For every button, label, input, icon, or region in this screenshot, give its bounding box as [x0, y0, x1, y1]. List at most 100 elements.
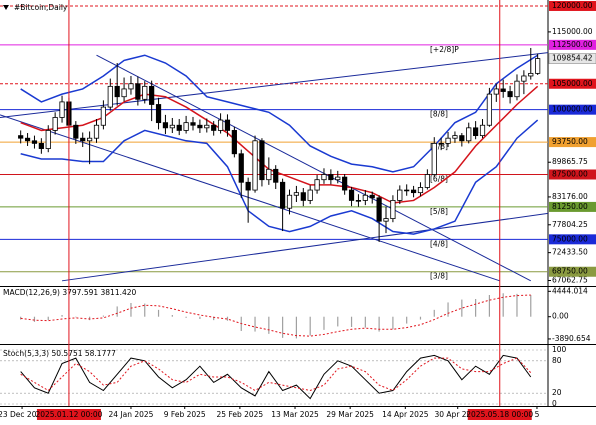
candle-body	[45, 130, 51, 149]
candle-body	[300, 192, 306, 201]
level-label: 87500.00	[552, 170, 588, 179]
candle-body	[107, 85, 113, 108]
x-tick-label: 5	[535, 410, 540, 419]
candle-body	[321, 174, 327, 181]
candle-body	[466, 127, 472, 142]
candle-body	[259, 140, 265, 181]
y-tick-label: -3890.654	[552, 334, 591, 343]
candle-body	[93, 124, 100, 139]
murray-label: [8/8]	[430, 110, 448, 119]
candle-body	[328, 174, 334, 181]
candle-body	[169, 124, 175, 129]
candle-body	[528, 72, 534, 77]
murray-label: [+2/8]P	[430, 45, 459, 54]
y-tick-label: 67062.75	[552, 275, 588, 284]
candle-body	[376, 197, 382, 222]
candle-body	[342, 176, 348, 191]
murray-label: [4/8]	[430, 239, 448, 248]
candle-body	[493, 88, 499, 95]
candle-body	[452, 135, 458, 139]
candle-body	[355, 200, 362, 202]
candle-body	[438, 142, 444, 145]
candle-body	[135, 83, 141, 100]
main-pane: [+2/8]P [8/8] [7/8] [6/8] [5/8] [4/8] [3/8]	[0, 5, 548, 282]
x-tick-label: 25 Feb 2025	[217, 410, 264, 419]
level-label: 93750.00	[552, 137, 588, 146]
overlay-line	[20, 119, 539, 235]
candle-body	[252, 140, 258, 191]
candle-body	[500, 88, 506, 92]
candle-body	[479, 124, 486, 137]
level-label: 75000.00	[552, 234, 588, 243]
level-box	[549, 104, 596, 115]
candle-body	[24, 137, 31, 142]
murray-label: [3/8]	[430, 272, 448, 281]
candle-body	[183, 122, 189, 131]
x-tick-label: 30 Apr 2025	[435, 410, 482, 419]
candle-body	[162, 122, 169, 129]
murray-label: [7/8]	[430, 142, 448, 151]
candle-body	[362, 194, 368, 201]
candle-body	[397, 189, 403, 201]
level-box	[549, 78, 596, 89]
overlay-line	[20, 85, 539, 204]
date-marker-box	[36, 409, 101, 420]
candle-body	[514, 80, 520, 98]
trendline	[0, 114, 500, 282]
chart-title: #Bitcoin,Daily	[14, 3, 68, 12]
level-label: 120000.00	[552, 1, 593, 10]
candle-body	[204, 124, 210, 129]
candle-body	[314, 179, 320, 191]
level-box	[549, 39, 596, 50]
candle-body	[155, 104, 162, 124]
date-marker-label: 2025.05.18 00:00	[466, 410, 533, 419]
candle-body	[293, 192, 300, 196]
x-tick-label: 24 Jan 2025	[108, 410, 153, 419]
candle-body	[100, 106, 106, 126]
candle-body	[149, 85, 155, 105]
candle-body	[417, 187, 424, 194]
level-label: 112500.00	[552, 40, 593, 49]
candle-body	[266, 168, 272, 181]
candle-body	[80, 137, 86, 142]
candle-body	[38, 142, 44, 149]
level-box	[549, 137, 596, 148]
candle-body	[424, 174, 430, 188]
y-tick-label: 4444.014	[552, 286, 588, 295]
murray-label: [6/8]	[430, 175, 448, 184]
stoch-line	[20, 357, 532, 392]
y-tick-label: 72433.50	[552, 248, 588, 257]
candle-body	[121, 88, 127, 98]
x-tick-label: 23 Dec 2024	[0, 410, 46, 419]
candle-body	[59, 101, 65, 118]
level-label: 105000.00	[552, 79, 593, 88]
candle-body	[217, 119, 224, 131]
y-tick-label: 83176.00	[552, 192, 588, 201]
candle-body	[73, 124, 79, 139]
candle-body	[197, 124, 203, 129]
candle-body	[507, 91, 513, 98]
candle-body	[390, 200, 396, 219]
candle-body	[142, 85, 148, 100]
candle-body	[211, 124, 217, 131]
x-tick-label: 9 Feb 2025	[164, 410, 206, 419]
candle-body	[87, 137, 93, 142]
candle-body	[114, 85, 120, 98]
level-label: 100000.00	[552, 105, 593, 114]
candle-body	[52, 117, 58, 131]
candle-body	[410, 189, 417, 194]
candle-body	[521, 75, 527, 82]
trendline	[61, 212, 548, 282]
last-price-box	[548, 53, 596, 64]
trendline	[0, 52, 548, 118]
level-label: 81250.00	[552, 202, 588, 211]
signal-line	[20, 294, 531, 337]
candle-body	[445, 137, 451, 144]
stoch-line	[20, 354, 532, 400]
x-tick-label: 29 Mar 2025	[326, 410, 374, 419]
candle-body	[238, 153, 244, 183]
candle-body	[176, 124, 182, 131]
last-price-label: 109854.42	[552, 54, 593, 63]
murray-label: [5/8]	[430, 207, 448, 216]
